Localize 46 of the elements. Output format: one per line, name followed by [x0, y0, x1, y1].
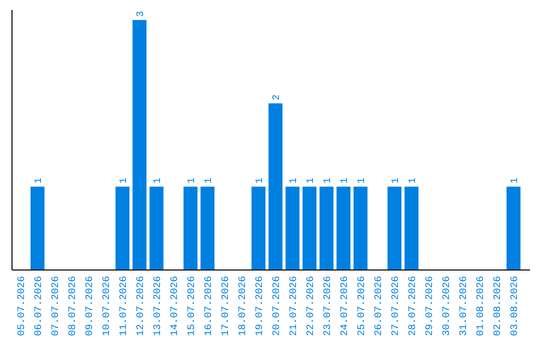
x-tick-label: 30.07.2026 [442, 276, 453, 336]
x-tick-label: 25.07.2026 [357, 276, 368, 336]
x-tick-label: 19.07.2026 [255, 276, 266, 336]
data-label: 1 [119, 178, 130, 184]
x-tick-label: 26.07.2026 [374, 276, 385, 336]
x-tick-label: 14.07.2026 [170, 276, 181, 336]
x-tick-label: 29.07.2026 [425, 276, 436, 336]
x-tick-label: 11.07.2026 [119, 276, 130, 336]
x-tick-label: 18.07.2026 [238, 276, 249, 336]
data-label: 1 [323, 178, 334, 184]
x-tick-label: 12.07.2026 [136, 276, 147, 336]
x-tick-label: 13.07.2026 [153, 276, 164, 336]
x-tick-label: 05.07.2026 [17, 276, 28, 336]
x-tick-label: 28.07.2026 [408, 276, 419, 336]
data-label: 1 [306, 178, 317, 184]
data-label: 1 [255, 178, 266, 184]
x-tick-label: 02.08.2026 [493, 276, 504, 336]
x-tick-label: 24.07.2026 [340, 276, 351, 336]
x-tick-label: 07.07.2026 [51, 276, 62, 336]
data-label: 1 [408, 178, 419, 184]
x-tick-label: 01.08.2026 [476, 276, 487, 336]
data-label: 2 [272, 94, 283, 100]
x-tick-label: 31.07.2026 [459, 276, 470, 336]
data-label: 1 [34, 178, 45, 184]
data-label: 1 [187, 178, 198, 184]
x-tick-label: 03.08.2026 [510, 276, 521, 336]
x-tick-label: 06.07.2026 [34, 276, 45, 336]
data-label: 1 [289, 178, 300, 184]
x-tick-label: 10.07.2026 [102, 276, 113, 336]
x-tick-label: 09.07.2026 [85, 276, 96, 336]
x-tick-label: 22.07.2026 [306, 276, 317, 336]
data-label: 1 [510, 178, 521, 184]
data-label: 1 [391, 178, 402, 184]
data-label: 1 [357, 178, 368, 184]
data-label: 1 [204, 178, 215, 184]
x-tick-label: 20.07.2026 [272, 276, 283, 336]
x-tick-label: 23.07.2026 [323, 276, 334, 336]
x-tick-label: 16.07.2026 [204, 276, 215, 336]
x-tick-label: 27.07.2026 [391, 276, 402, 336]
x-tick-label: 21.07.2026 [289, 276, 300, 336]
x-tick-label: 08.07.2026 [68, 276, 79, 336]
x-tick-label: 15.07.2026 [187, 276, 198, 336]
data-label: 3 [136, 10, 147, 17]
x-tick-label: 17.07.2026 [221, 276, 232, 336]
data-label: 1 [340, 178, 351, 184]
data-label: 1 [153, 178, 164, 184]
